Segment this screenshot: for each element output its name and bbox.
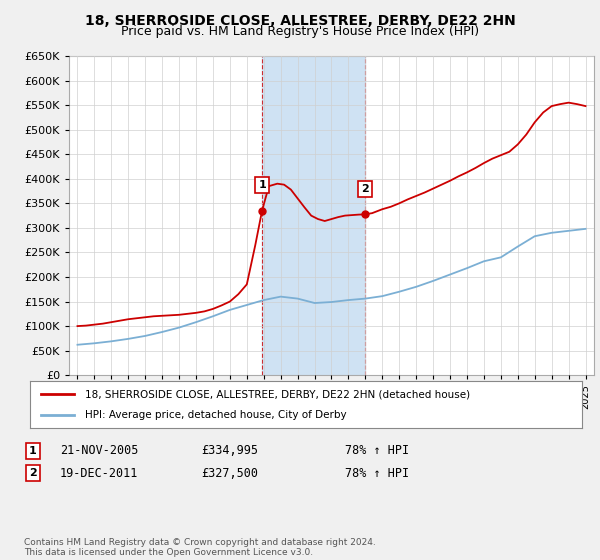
Text: 19-DEC-2011: 19-DEC-2011	[60, 466, 139, 480]
Text: 78% ↑ HPI: 78% ↑ HPI	[345, 444, 409, 458]
Text: 2: 2	[361, 184, 369, 194]
Text: 1: 1	[29, 446, 37, 456]
Text: HPI: Average price, detached house, City of Derby: HPI: Average price, detached house, City…	[85, 410, 347, 420]
Text: 18, SHERROSIDE CLOSE, ALLESTREE, DERBY, DE22 2HN (detached house): 18, SHERROSIDE CLOSE, ALLESTREE, DERBY, …	[85, 389, 470, 399]
Text: 1: 1	[258, 180, 266, 190]
Text: Contains HM Land Registry data © Crown copyright and database right 2024.
This d: Contains HM Land Registry data © Crown c…	[24, 538, 376, 557]
Text: £334,995: £334,995	[201, 444, 258, 458]
Text: Price paid vs. HM Land Registry's House Price Index (HPI): Price paid vs. HM Land Registry's House …	[121, 25, 479, 38]
Text: 2: 2	[29, 468, 37, 478]
Text: 18, SHERROSIDE CLOSE, ALLESTREE, DERBY, DE22 2HN: 18, SHERROSIDE CLOSE, ALLESTREE, DERBY, …	[85, 14, 515, 28]
Text: 78% ↑ HPI: 78% ↑ HPI	[345, 466, 409, 480]
Bar	[262, 56, 365, 375]
Text: £327,500: £327,500	[201, 466, 258, 480]
Text: 21-NOV-2005: 21-NOV-2005	[60, 444, 139, 458]
